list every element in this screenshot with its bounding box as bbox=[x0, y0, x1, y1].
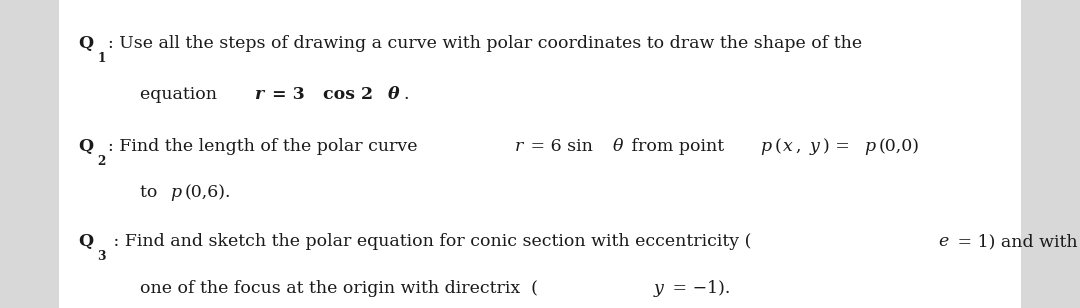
Text: y: y bbox=[810, 138, 820, 155]
Text: p: p bbox=[170, 184, 181, 201]
Text: (: ( bbox=[774, 138, 781, 155]
Text: : Find the length of the polar curve: : Find the length of the polar curve bbox=[108, 138, 423, 155]
Text: ) =: ) = bbox=[823, 138, 855, 155]
FancyBboxPatch shape bbox=[59, 0, 1021, 308]
Text: = 1) and with: = 1) and with bbox=[951, 233, 1077, 250]
Text: : Use all the steps of drawing a curve with polar coordinates to draw the shape : : Use all the steps of drawing a curve w… bbox=[108, 35, 862, 52]
Text: θ: θ bbox=[388, 86, 400, 103]
Text: = 6 sin: = 6 sin bbox=[525, 138, 593, 155]
Text: 3: 3 bbox=[97, 250, 106, 263]
Text: ,: , bbox=[796, 138, 807, 155]
Text: to: to bbox=[140, 184, 163, 201]
Text: Q: Q bbox=[78, 233, 93, 250]
Text: Q: Q bbox=[78, 138, 93, 155]
Text: equation: equation bbox=[140, 86, 228, 103]
Text: from point: from point bbox=[626, 138, 730, 155]
Text: 1: 1 bbox=[97, 52, 106, 65]
Text: p: p bbox=[760, 138, 771, 155]
Text: r: r bbox=[254, 86, 264, 103]
Text: p: p bbox=[864, 138, 876, 155]
Text: (0,6).: (0,6). bbox=[185, 184, 231, 201]
Text: r: r bbox=[514, 138, 523, 155]
Text: : Find and sketch the polar equation for conic section with eccentricity (: : Find and sketch the polar equation for… bbox=[108, 233, 752, 250]
Text: = −1).: = −1). bbox=[666, 280, 730, 297]
Text: e: e bbox=[939, 233, 948, 250]
Text: one of the focus at the origin with directrix  (: one of the focus at the origin with dire… bbox=[140, 280, 538, 297]
Text: 2: 2 bbox=[97, 155, 106, 168]
Text: x: x bbox=[783, 138, 793, 155]
Text: cos 2: cos 2 bbox=[324, 86, 374, 103]
Text: (0,0): (0,0) bbox=[879, 138, 920, 155]
Text: Q: Q bbox=[78, 35, 93, 52]
Text: y: y bbox=[653, 280, 664, 297]
Text: θ: θ bbox=[612, 138, 623, 155]
Text: .: . bbox=[403, 86, 408, 103]
Text: = 3: = 3 bbox=[266, 86, 310, 103]
